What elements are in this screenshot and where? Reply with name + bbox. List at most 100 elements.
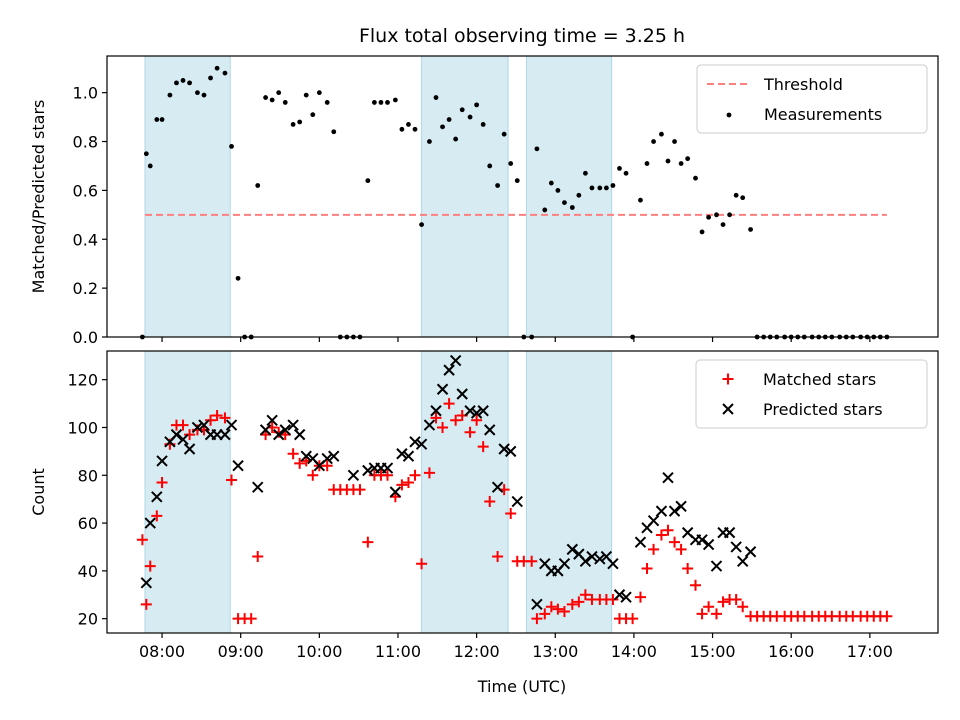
measurement-point bbox=[222, 70, 228, 76]
measurement-point bbox=[303, 92, 309, 98]
x-tick-label: 14:00 bbox=[611, 642, 657, 661]
bottom-shaded-interval bbox=[525, 350, 613, 634]
matched-star-point bbox=[381, 469, 393, 481]
matched-star-point bbox=[675, 543, 687, 555]
predicted-star-point bbox=[328, 450, 340, 462]
bottom-series-0 bbox=[136, 398, 893, 625]
measurement-point bbox=[706, 214, 712, 220]
measurement-point bbox=[214, 65, 220, 71]
matched-star-point bbox=[696, 608, 708, 620]
matched-star-point bbox=[437, 421, 449, 433]
bottom-shaded-interval bbox=[144, 350, 231, 634]
measurement-point bbox=[740, 195, 746, 201]
matched-star-point bbox=[443, 398, 455, 410]
predicted-star-point bbox=[710, 560, 723, 572]
bottom-shaded-interval bbox=[421, 350, 509, 634]
matched-star-point bbox=[156, 476, 168, 488]
measurement-point bbox=[459, 107, 465, 113]
predicted-star-point bbox=[293, 428, 306, 441]
measurement-point bbox=[187, 80, 192, 86]
matched-star-point bbox=[409, 469, 421, 481]
bottom-legend-label: Matched stars bbox=[763, 370, 876, 389]
matched-star-point bbox=[362, 536, 374, 548]
matched-star-point bbox=[402, 476, 414, 488]
measurement-point bbox=[508, 161, 514, 166]
matched-star-point bbox=[669, 536, 681, 548]
predicted-star-point bbox=[607, 557, 619, 570]
predicted-star-point bbox=[259, 424, 272, 436]
predicted-star-point bbox=[347, 469, 360, 481]
predicted-star-point bbox=[279, 424, 291, 436]
matched-star-point bbox=[627, 613, 639, 625]
matched-star-point bbox=[211, 410, 223, 422]
measurement-point bbox=[263, 95, 268, 100]
top-axes-frame bbox=[106, 55, 939, 338]
matched-star-point bbox=[505, 508, 517, 520]
predicted-star-point bbox=[558, 557, 571, 570]
predicted-star-point bbox=[198, 419, 210, 431]
matched-star-point bbox=[252, 551, 264, 563]
measurement-point bbox=[310, 112, 316, 118]
measurement-point bbox=[583, 170, 588, 176]
legend-predicted-swatch bbox=[722, 403, 734, 415]
matched-star-point bbox=[531, 613, 543, 625]
top-legend-box bbox=[696, 64, 928, 134]
measurement-point bbox=[269, 97, 275, 103]
measurement-point bbox=[534, 146, 540, 152]
measurement-point bbox=[748, 227, 753, 232]
predicted-star-point bbox=[613, 589, 626, 601]
predicted-star-point bbox=[498, 443, 510, 455]
matched-star-point bbox=[717, 596, 729, 608]
predicted-star-point bbox=[389, 486, 402, 498]
measurement-point bbox=[453, 136, 459, 142]
top-shaded-interval bbox=[144, 55, 231, 338]
matched-star-point bbox=[430, 412, 442, 424]
measurement-point bbox=[576, 192, 582, 198]
predicted-star-point bbox=[396, 448, 408, 460]
predicted-star-point bbox=[443, 364, 455, 376]
predicted-star-point bbox=[191, 421, 204, 434]
matched-star-point bbox=[484, 496, 496, 508]
matched-star-point bbox=[545, 601, 557, 613]
predicted-star-point bbox=[409, 436, 421, 448]
measurement-point bbox=[433, 95, 439, 100]
bottom-legend-label: Predicted stars bbox=[763, 400, 883, 419]
top-y-tick-label: 0.8 bbox=[73, 133, 98, 152]
matched-star-point bbox=[558, 605, 570, 617]
predicted-star-point bbox=[321, 452, 333, 465]
measurement-point bbox=[603, 185, 609, 191]
predicted-star-point bbox=[702, 538, 715, 551]
matched-star-point bbox=[641, 562, 653, 574]
measurement-point bbox=[167, 92, 173, 98]
matched-star-point bbox=[526, 555, 538, 567]
top-legend-label: Threshold bbox=[763, 75, 843, 94]
matched-star-point bbox=[245, 613, 257, 625]
measurement-point bbox=[678, 161, 684, 166]
panel-counts: 20 40 60 80 100 120 08:00 09:00 10:00 11:00 12:00 1… bbox=[29, 350, 939, 661]
top-shaded-interval bbox=[525, 55, 613, 338]
matched-star-point bbox=[136, 534, 148, 546]
measurement-point bbox=[562, 200, 567, 206]
predicted-star-point bbox=[668, 505, 681, 517]
measurement-point bbox=[480, 122, 486, 127]
measurement-point bbox=[195, 90, 200, 96]
predicted-star-point bbox=[477, 405, 489, 417]
x-tick-label: 11:00 bbox=[375, 642, 421, 661]
matched-star-point bbox=[573, 596, 585, 608]
matched-star-point bbox=[287, 448, 299, 460]
predicted-star-point bbox=[696, 534, 708, 546]
predicted-star-point bbox=[423, 419, 436, 431]
predicted-star-point bbox=[156, 455, 168, 467]
matched-star-point bbox=[294, 457, 306, 469]
predicted-star-point bbox=[675, 500, 687, 513]
measurement-point bbox=[255, 183, 261, 188]
measurement-point bbox=[644, 161, 650, 166]
measurement-point bbox=[143, 151, 149, 157]
matched-star-point bbox=[416, 558, 428, 570]
predicted-star-point bbox=[144, 517, 156, 529]
bottom-y-tick-label: 60 bbox=[78, 514, 98, 533]
matched-star-point bbox=[730, 594, 742, 606]
predicted-star-point bbox=[594, 553, 606, 565]
measurement-point bbox=[638, 197, 643, 203]
predicted-star-point bbox=[456, 388, 468, 400]
